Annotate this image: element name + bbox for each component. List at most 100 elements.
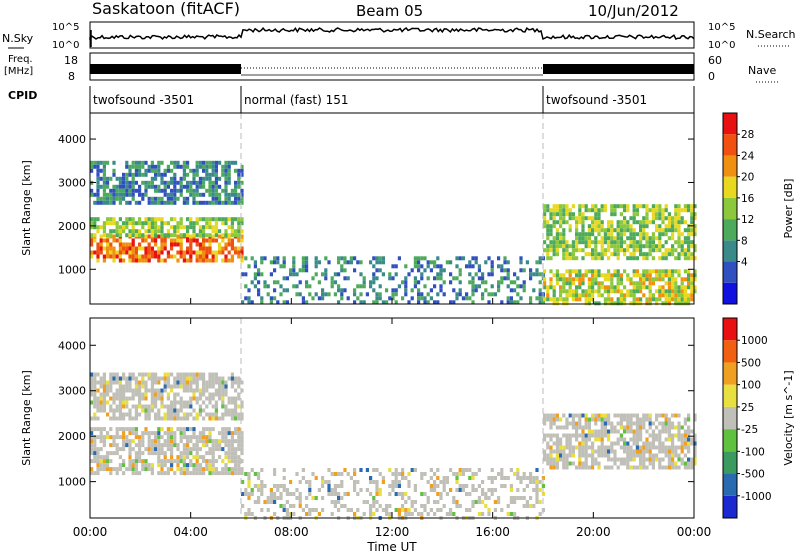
heatmap-cell bbox=[543, 453, 547, 458]
heatmap-cell bbox=[102, 396, 106, 401]
heatmap-cell bbox=[230, 376, 234, 381]
heatmap-cell bbox=[468, 280, 472, 285]
heatmap-cell bbox=[240, 229, 244, 234]
heatmap-cell bbox=[224, 451, 228, 456]
heatmap-cell bbox=[629, 224, 633, 229]
heatmap-cell bbox=[549, 297, 553, 302]
heatmap-cell bbox=[426, 260, 430, 265]
heatmap-cell bbox=[607, 240, 611, 245]
heatmap-cell bbox=[179, 439, 183, 444]
heatmap-cell bbox=[170, 384, 174, 389]
heatmap-cell bbox=[221, 172, 225, 177]
heatmap-cell bbox=[439, 284, 443, 289]
heatmap-cell bbox=[305, 268, 309, 273]
heatmap-cell bbox=[118, 180, 122, 185]
heatmap-cell bbox=[118, 416, 122, 421]
heatmap-cell bbox=[516, 476, 520, 480]
heatmap-cell bbox=[552, 441, 556, 446]
heatmap-cell bbox=[157, 451, 161, 456]
heatmap-cell bbox=[642, 216, 646, 221]
heatmap-cell bbox=[230, 254, 234, 259]
heatmap-cell bbox=[134, 451, 138, 456]
heatmap-cell bbox=[298, 268, 302, 273]
heatmap-cell bbox=[343, 276, 347, 281]
heatmap-cell bbox=[645, 429, 649, 434]
heatmap-cell bbox=[651, 244, 655, 249]
heatmap-cell bbox=[176, 412, 180, 417]
heatmap-cell bbox=[667, 461, 671, 466]
heatmap-cell bbox=[378, 472, 382, 476]
heatmap-cell bbox=[160, 217, 164, 222]
heatmap-cell bbox=[195, 160, 199, 165]
heatmap-cell bbox=[575, 429, 579, 434]
heatmap-cell bbox=[575, 256, 579, 261]
heatmap-cell bbox=[565, 293, 569, 298]
heatmap-cell bbox=[613, 413, 617, 418]
heatmap-cell bbox=[337, 256, 341, 261]
heatmap-cell bbox=[227, 250, 231, 255]
heatmap-cell bbox=[568, 252, 572, 257]
heatmap-cell bbox=[568, 293, 572, 298]
heatmap-cell bbox=[138, 435, 142, 440]
heatmap-cell bbox=[109, 233, 113, 238]
heatmap-cell bbox=[147, 447, 151, 452]
heatmap-cell bbox=[163, 168, 167, 173]
heatmap-cell bbox=[163, 455, 167, 460]
heatmap-cell bbox=[683, 461, 687, 466]
heatmap-cell bbox=[562, 240, 566, 245]
heatmap-cell bbox=[613, 457, 617, 462]
heatmap-cell bbox=[109, 467, 113, 472]
heatmap-cell bbox=[600, 417, 604, 422]
heatmap-cell bbox=[112, 380, 116, 385]
heatmap-cell bbox=[381, 476, 385, 480]
heatmap-cell bbox=[375, 260, 379, 265]
heatmap-cell bbox=[173, 217, 177, 222]
heatmap-cell bbox=[635, 204, 639, 209]
heatmap-cell bbox=[401, 476, 405, 480]
heatmap-cell bbox=[138, 184, 142, 189]
heatmap-cell bbox=[581, 256, 585, 261]
heatmap-cell bbox=[562, 277, 566, 282]
heatmap-cell bbox=[575, 289, 579, 294]
heatmap-cell bbox=[667, 417, 671, 422]
heatmap-cell bbox=[224, 242, 228, 247]
heatmap-cell bbox=[600, 224, 604, 229]
heatmap-cell bbox=[195, 463, 199, 468]
heatmap-cell bbox=[96, 176, 100, 181]
heatmap-cell bbox=[559, 220, 563, 225]
heatmap-cell bbox=[619, 293, 623, 298]
heatmap-cell bbox=[655, 248, 659, 253]
heatmap-cell bbox=[202, 225, 206, 230]
heatmap-cell bbox=[170, 233, 174, 238]
heatmap-cell bbox=[639, 449, 643, 454]
heatmap-cell bbox=[629, 281, 633, 286]
heatmap-cell bbox=[195, 184, 199, 189]
heatmap-cell bbox=[455, 500, 459, 504]
heatmap-cell bbox=[613, 441, 617, 446]
heatmap-cell bbox=[616, 248, 620, 253]
heatmap-cell bbox=[279, 292, 283, 297]
heatmap-cell bbox=[173, 443, 177, 448]
heatmap-cell bbox=[106, 233, 110, 238]
heatmap-cell bbox=[452, 276, 456, 281]
heatmap-cell bbox=[578, 441, 582, 446]
heatmap-cell bbox=[340, 296, 344, 301]
heatmap-cell bbox=[648, 433, 652, 438]
heatmap-cell bbox=[205, 168, 209, 173]
heatmap-cell bbox=[147, 234, 151, 239]
heatmap-cell bbox=[170, 451, 174, 456]
heatmap-cell bbox=[471, 284, 475, 289]
heatmap-cell bbox=[658, 204, 662, 209]
heatmap-cell bbox=[471, 472, 475, 476]
heatmap-cell bbox=[493, 500, 497, 504]
heatmap-cell bbox=[134, 463, 138, 468]
heatmap-cell bbox=[237, 404, 241, 409]
heatmap-cell bbox=[543, 437, 547, 442]
heatmap-cell bbox=[591, 240, 595, 245]
heatmap-cell bbox=[549, 208, 553, 213]
heatmap-cell bbox=[192, 431, 196, 436]
heatmap-cell bbox=[623, 220, 627, 225]
heatmap-cell bbox=[597, 417, 601, 422]
heatmap-cell bbox=[616, 285, 620, 290]
colorbar-swatch bbox=[723, 219, 737, 241]
